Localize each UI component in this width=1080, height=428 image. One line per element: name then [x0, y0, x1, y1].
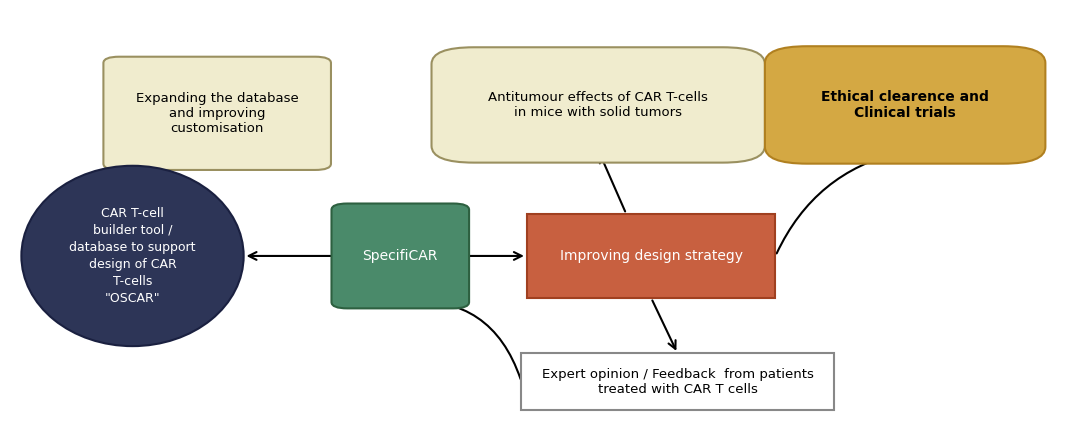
FancyBboxPatch shape — [765, 46, 1045, 163]
FancyBboxPatch shape — [527, 214, 775, 298]
FancyBboxPatch shape — [522, 354, 834, 410]
Text: Ethical clearence and
Clinical trials: Ethical clearence and Clinical trials — [821, 90, 989, 120]
FancyBboxPatch shape — [104, 57, 330, 170]
Text: Expanding the database
and improving
customisation: Expanding the database and improving cus… — [136, 92, 298, 135]
Ellipse shape — [22, 166, 244, 346]
Text: SpecifiCAR: SpecifiCAR — [363, 249, 438, 263]
Text: Expert opinion / Feedback  from patients
treated with CAR T cells: Expert opinion / Feedback from patients … — [542, 368, 813, 396]
Text: Improving design strategy: Improving design strategy — [559, 249, 743, 263]
Text: CAR T-cell
builder tool /
database to support
design of CAR
T-cells
"OSCAR": CAR T-cell builder tool / database to su… — [69, 207, 195, 305]
FancyBboxPatch shape — [432, 47, 765, 163]
FancyBboxPatch shape — [332, 204, 469, 308]
Text: Antitumour effects of CAR T-cells
in mice with solid tumors: Antitumour effects of CAR T-cells in mic… — [488, 91, 708, 119]
